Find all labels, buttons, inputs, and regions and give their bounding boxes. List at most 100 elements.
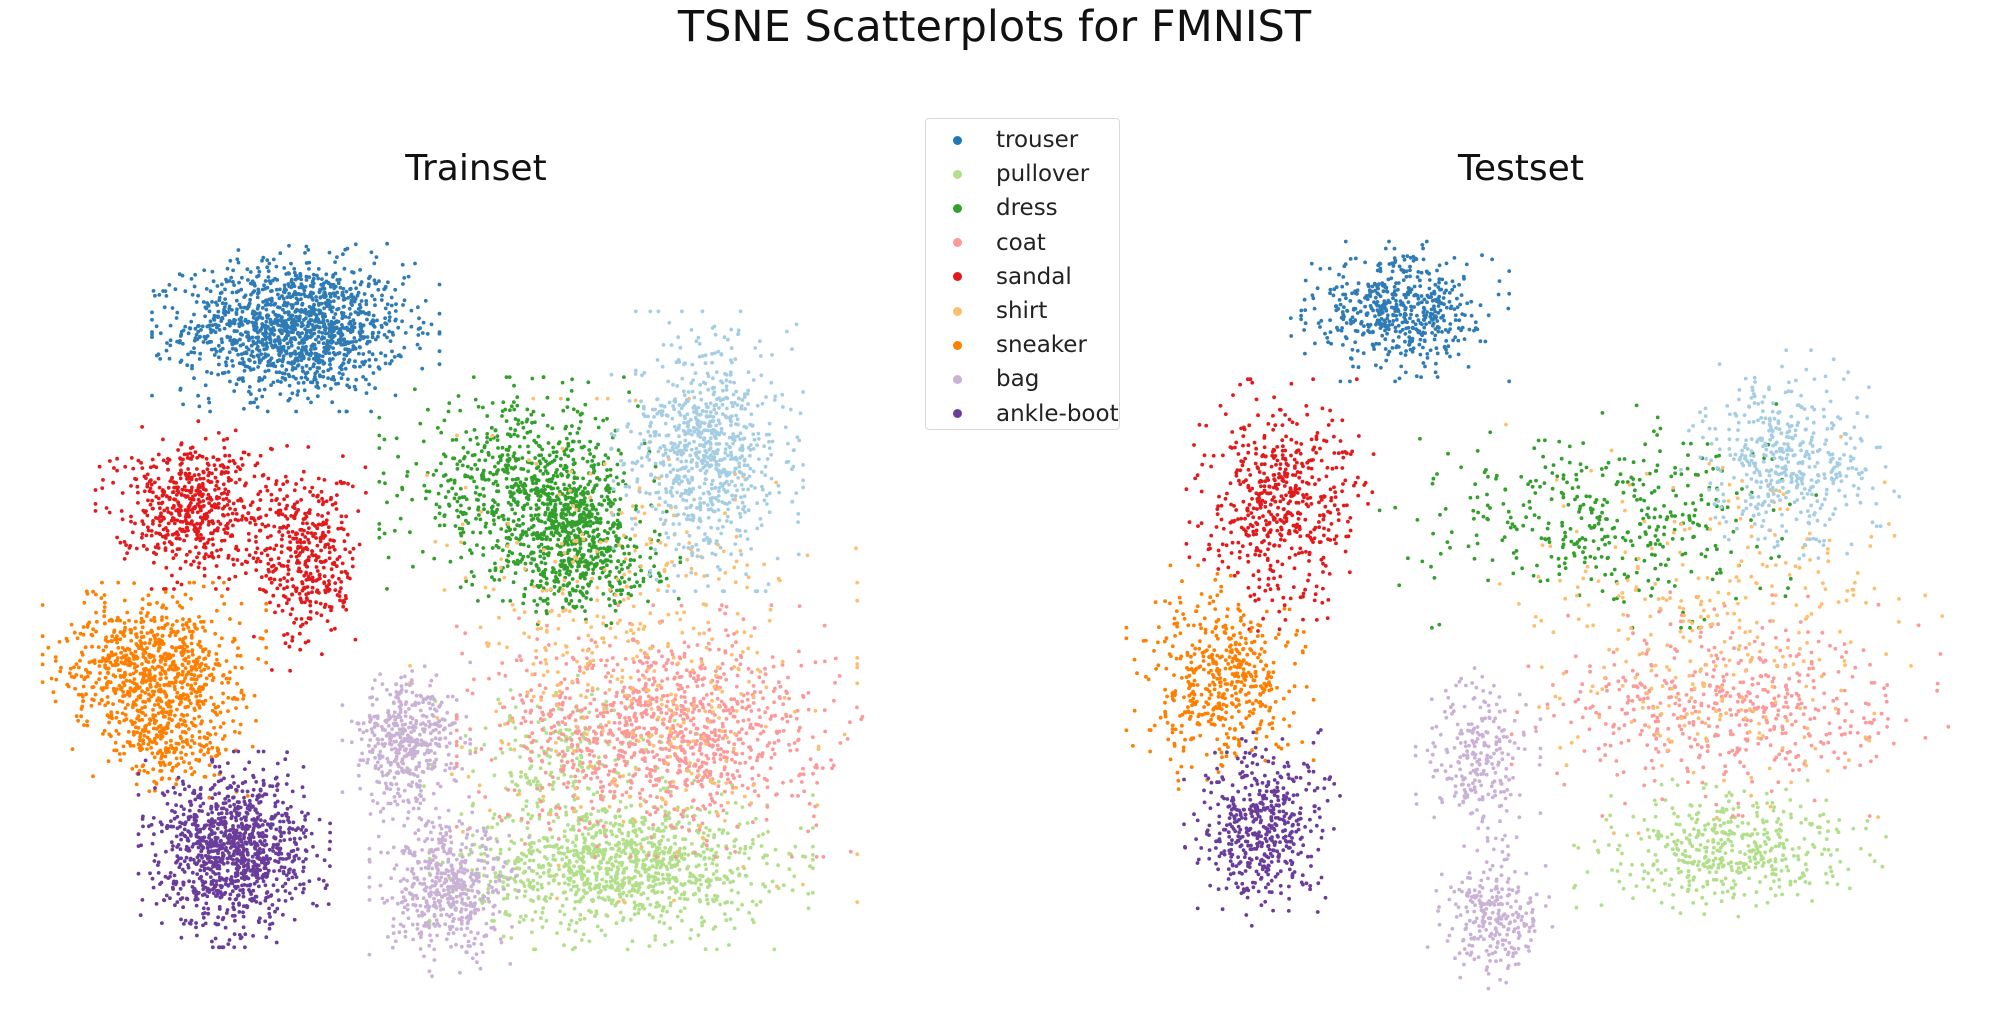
data-point (290, 391, 295, 396)
data-point (651, 823, 656, 827)
data-point (357, 302, 362, 307)
data-point (684, 727, 688, 731)
data-point (211, 279, 216, 284)
data-point (621, 848, 626, 853)
data-point (562, 943, 566, 948)
data-point (325, 304, 329, 309)
data-point (651, 879, 656, 883)
data-point (271, 310, 276, 314)
data-point (291, 303, 295, 308)
data-point (242, 305, 247, 310)
data-point (555, 486, 560, 490)
data-point (208, 319, 213, 324)
data-point (518, 552, 523, 557)
data-point (591, 466, 596, 471)
data-point (660, 822, 665, 826)
data-point (743, 760, 748, 765)
data-point (316, 334, 321, 339)
data-point (761, 696, 765, 701)
data-point (560, 903, 565, 908)
data-point (205, 324, 210, 329)
data-point (220, 282, 224, 287)
data-point (255, 344, 260, 349)
data-point (786, 675, 790, 680)
data-point (537, 753, 541, 758)
data-point (316, 267, 321, 271)
data-point (693, 881, 698, 885)
data-point (648, 794, 653, 798)
data-point (537, 498, 541, 502)
data-point (781, 883, 786, 888)
data-point (550, 835, 555, 840)
data-point (489, 758, 494, 762)
data-point (158, 357, 163, 361)
data-point (564, 810, 568, 815)
data-point (591, 489, 595, 493)
data-point (562, 851, 566, 856)
data-point (254, 397, 259, 401)
data-point (322, 281, 326, 286)
data-point (766, 829, 770, 834)
data-point (623, 723, 628, 728)
data-point (460, 526, 465, 531)
data-point (572, 864, 576, 869)
data-point (608, 473, 613, 478)
data-point (447, 401, 452, 405)
data-point (587, 448, 592, 452)
data-point (311, 276, 316, 281)
data-point (577, 828, 581, 833)
data-point (647, 742, 652, 747)
data-point (317, 301, 321, 306)
data-point (450, 486, 455, 491)
data-point (226, 370, 231, 374)
data-point (509, 936, 514, 940)
data-point (528, 429, 533, 434)
data-point (616, 559, 620, 563)
data-point (682, 897, 687, 901)
data-point (569, 389, 574, 393)
data-point (702, 857, 707, 861)
data-point (536, 434, 541, 439)
data-point (437, 505, 442, 509)
data-point (227, 306, 232, 311)
data-point (589, 692, 594, 697)
data-point (737, 774, 742, 779)
data-point (736, 891, 740, 895)
data-point (583, 706, 588, 711)
data-point (537, 817, 542, 821)
data-point (551, 819, 556, 824)
data-point (469, 551, 474, 556)
data-point (311, 309, 316, 314)
data-point (573, 718, 578, 723)
data-point (232, 283, 237, 287)
data-point (325, 339, 330, 343)
data-point (491, 816, 496, 821)
data-point (291, 374, 296, 379)
data-point (343, 366, 348, 371)
data-point (617, 808, 622, 812)
data-point (300, 365, 305, 370)
data-point (830, 766, 834, 771)
data-point (511, 819, 515, 823)
data-point (535, 786, 540, 791)
data-point (704, 693, 709, 697)
data-point (599, 658, 603, 663)
data-point (473, 490, 478, 495)
data-point (605, 549, 609, 554)
data-point (720, 661, 725, 666)
data-point (538, 549, 543, 554)
data-point (576, 899, 581, 904)
data-point (714, 897, 719, 902)
data-point (845, 737, 850, 741)
data-point (310, 296, 315, 301)
data-point (566, 397, 570, 402)
data-point (520, 807, 525, 812)
data-point (665, 726, 669, 730)
data-point (315, 380, 320, 385)
data-point (289, 336, 293, 341)
data-point (604, 623, 609, 628)
trainset-scatter (40, 241, 865, 979)
data-point (365, 317, 369, 322)
data-point (256, 266, 260, 270)
data-point (281, 303, 286, 308)
